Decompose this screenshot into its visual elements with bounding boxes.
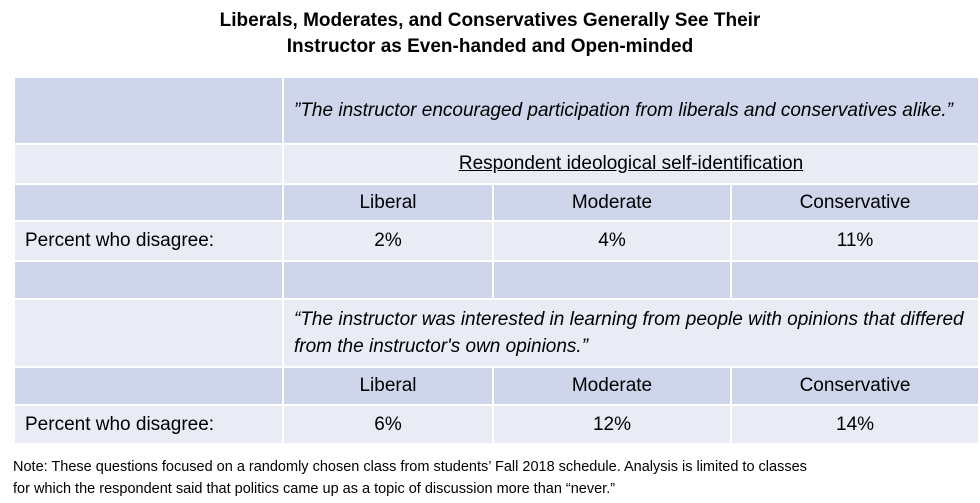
column-header: Moderate bbox=[492, 366, 732, 406]
value-cell: 12% bbox=[492, 404, 732, 445]
column-header: Moderate bbox=[492, 183, 732, 222]
subheader-cell: Respondent ideological self-identificati… bbox=[281, 143, 980, 185]
question-2: “The instructor was interested in learni… bbox=[281, 298, 980, 368]
value-cell: 14% bbox=[729, 404, 980, 445]
table-row: ”The instructor encouraged participation… bbox=[13, 76, 980, 145]
column-header: Conservative bbox=[729, 183, 980, 222]
empty-cell bbox=[13, 260, 284, 300]
question-1: ”The instructor encouraged participation… bbox=[281, 76, 980, 145]
empty-cell bbox=[492, 260, 732, 300]
footnote: Note: These questions focused on a rando… bbox=[13, 456, 978, 500]
empty-cell bbox=[729, 260, 980, 300]
table-row: Liberal Moderate Conservative bbox=[13, 183, 980, 222]
footnote-line: Note: These questions focused on a rando… bbox=[13, 459, 807, 475]
empty-cell bbox=[13, 76, 284, 145]
value-cell: 2% bbox=[282, 220, 494, 262]
table-row: Percent who disagree: 2% 4% 11% bbox=[13, 220, 980, 262]
page-title: Liberals, Moderates, and Conservatives G… bbox=[0, 8, 980, 60]
value-cell: 6% bbox=[282, 404, 494, 445]
results-table: ”The instructor encouraged participation… bbox=[13, 76, 980, 445]
value-cell: 11% bbox=[729, 220, 980, 262]
table-row bbox=[13, 260, 980, 300]
table-row: Respondent ideological self-identificati… bbox=[13, 143, 980, 185]
title-line: Liberals, Moderates, and Conservatives G… bbox=[219, 10, 761, 31]
table-row: Percent who disagree: 6% 12% 14% bbox=[13, 404, 980, 445]
row-label: Percent who disagree: bbox=[13, 220, 284, 262]
column-header: Liberal bbox=[282, 183, 494, 222]
table-row: “The instructor was interested in learni… bbox=[13, 298, 980, 368]
footnote-line: for which the respondent said that polit… bbox=[13, 481, 616, 497]
empty-cell bbox=[13, 143, 284, 185]
empty-cell bbox=[13, 183, 284, 222]
value-cell: 4% bbox=[492, 220, 732, 262]
subheader: Respondent ideological self-identificati… bbox=[458, 153, 804, 174]
empty-cell bbox=[13, 298, 284, 368]
empty-cell bbox=[13, 366, 284, 406]
column-header: Liberal bbox=[282, 366, 494, 406]
empty-cell bbox=[282, 260, 494, 300]
title-line: Instructor as Even-handed and Open-minde… bbox=[286, 36, 694, 57]
row-label: Percent who disagree: bbox=[13, 404, 284, 445]
column-header: Conservative bbox=[729, 366, 980, 406]
table-row: Liberal Moderate Conservative bbox=[13, 366, 980, 406]
